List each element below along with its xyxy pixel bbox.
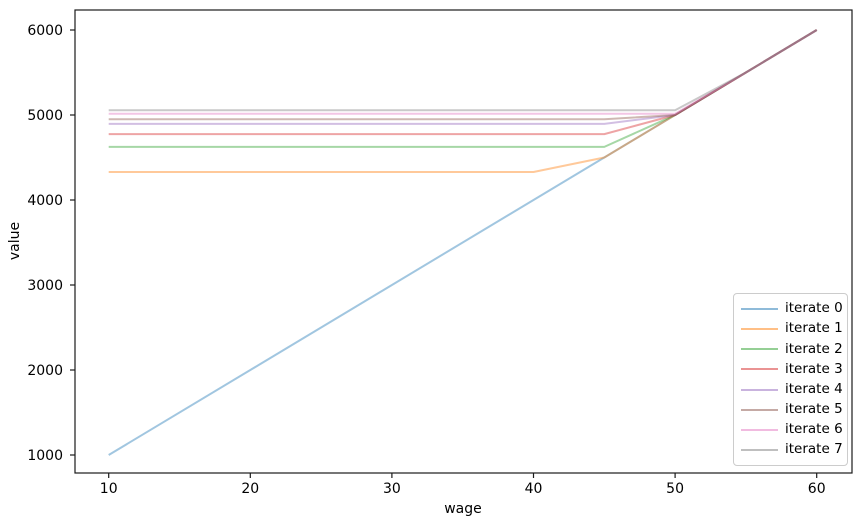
legend-item-iterate-7: iterate 7 <box>741 440 843 460</box>
x-tick-label: 20 <box>241 481 259 497</box>
legend-label: iterate 2 <box>785 340 843 357</box>
series-line-iterate-2 <box>108 29 818 148</box>
series-line-iterate-0 <box>108 29 818 456</box>
y-tick-label: 5000 <box>27 108 63 124</box>
legend-item-iterate-2: iterate 2 <box>741 339 843 359</box>
plot-spines <box>74 9 853 474</box>
legend: iterate 0 iterate 1 iterate 2 iterate 3 … <box>733 293 848 466</box>
legend-item-iterate-5: iterate 5 <box>741 400 843 420</box>
series-line-iterate-6 <box>108 29 818 115</box>
legend-item-iterate-0: iterate 0 <box>741 299 843 319</box>
x-tick-label: 10 <box>100 481 118 497</box>
axes: 10 20 30 40 50 60 1000 2000 3000 4000 5000 6000 <box>27 9 853 497</box>
x-axis-label: wage <box>444 501 482 517</box>
legend-item-iterate-3: iterate 3 <box>741 359 843 379</box>
legend-line-sample <box>741 308 778 311</box>
x-tick-label: 30 <box>383 481 401 497</box>
series-line-iterate-7 <box>108 29 818 112</box>
series-line-iterate-3 <box>108 29 818 136</box>
legend-label: iterate 3 <box>785 360 843 377</box>
legend-line-sample <box>741 388 778 391</box>
y-axis-label: value <box>7 222 23 260</box>
x-tick-label: 40 <box>525 481 543 497</box>
series-line-iterate-1 <box>108 29 818 173</box>
y-tick-label: 2000 <box>27 363 63 379</box>
legend-line-sample <box>741 408 778 411</box>
legend-label: iterate 4 <box>785 380 843 397</box>
legend-label: iterate 6 <box>785 421 843 438</box>
y-tick-label: 4000 <box>27 193 63 209</box>
legend-label: iterate 1 <box>785 320 843 337</box>
x-tick-label: 60 <box>808 481 826 497</box>
legend-label: iterate 5 <box>785 400 843 417</box>
legend-line-sample <box>741 328 778 331</box>
legend-line-sample <box>741 368 778 371</box>
legend-line-sample <box>741 448 778 451</box>
legend-label: iterate 7 <box>785 441 843 458</box>
legend-label: iterate 0 <box>785 300 843 317</box>
y-tick-label: 6000 <box>27 23 63 39</box>
legend-item-iterate-1: iterate 1 <box>741 319 843 339</box>
legend-line-sample <box>741 428 778 431</box>
x-tick-label: 50 <box>666 481 684 497</box>
y-tick-label: 3000 <box>27 278 63 294</box>
legend-item-iterate-6: iterate 6 <box>741 420 843 440</box>
series-line-iterate-4 <box>108 29 818 125</box>
legend-item-iterate-4: iterate 4 <box>741 380 843 400</box>
legend-line-sample <box>741 348 778 351</box>
plot-series-lines <box>108 29 818 456</box>
series-line-iterate-5 <box>108 29 818 121</box>
y-tick-label: 1000 <box>27 448 63 464</box>
